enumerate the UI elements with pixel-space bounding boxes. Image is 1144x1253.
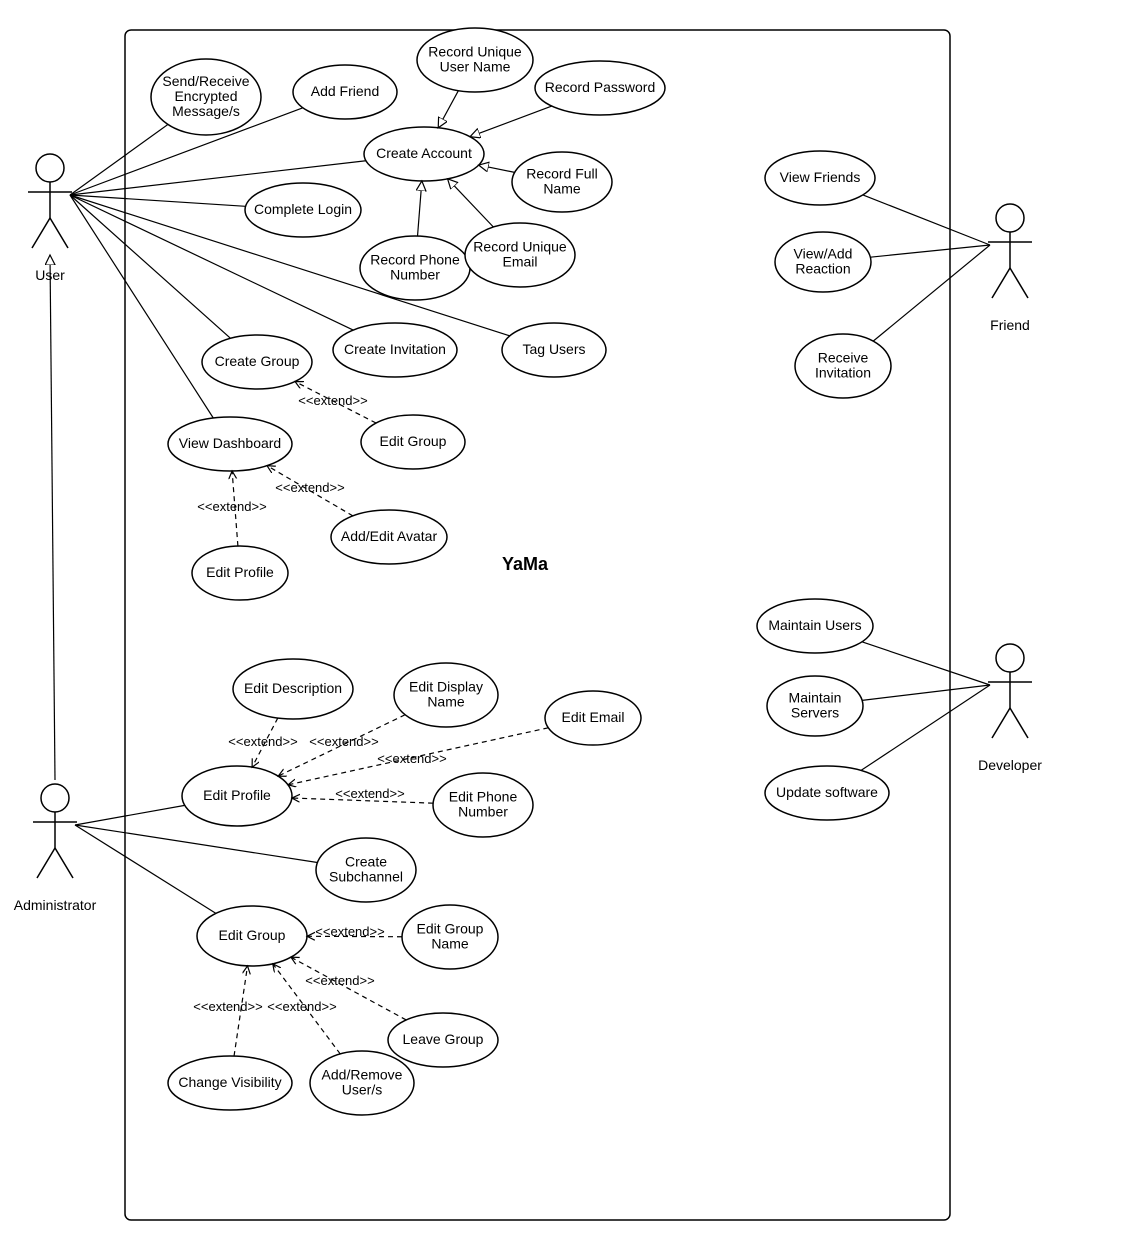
- svg-text:Edit Group: Edit Group: [380, 433, 447, 449]
- assoc-line: [70, 195, 231, 338]
- extend-label: <<extend>>: [193, 999, 262, 1014]
- assoc-line: [863, 195, 990, 245]
- svg-text:Edit Description: Edit Description: [244, 680, 342, 696]
- dependency: [479, 165, 515, 172]
- assoc-line: [75, 805, 185, 825]
- svg-text:Edit Email: Edit Email: [561, 709, 624, 725]
- extend-label: <<extend>>: [275, 480, 344, 495]
- svg-text:Leave Group: Leave Group: [403, 1031, 484, 1047]
- svg-text:Record Password: Record Password: [545, 79, 656, 95]
- assoc-line: [873, 245, 990, 341]
- svg-text:Developer: Developer: [978, 757, 1042, 773]
- assoc-line: [870, 245, 990, 257]
- svg-text:Update software: Update software: [776, 784, 878, 800]
- svg-text:Add Friend: Add Friend: [311, 83, 379, 99]
- dependency: [418, 181, 422, 236]
- svg-text:Change Visibility: Change Visibility: [178, 1074, 281, 1090]
- svg-text:Administrator: Administrator: [14, 897, 97, 913]
- svg-text:Edit Profile: Edit Profile: [203, 787, 271, 803]
- svg-text:Complete Login: Complete Login: [254, 201, 352, 217]
- system-title: YaMa: [502, 554, 549, 574]
- svg-text:Edit Group: Edit Group: [219, 927, 286, 943]
- svg-text:Record UniqueUser Name: Record UniqueUser Name: [428, 43, 522, 74]
- use-case-diagram: YaMa Send/ReceiveEncryptedMessage/s Add Fr…: [0, 0, 1144, 1253]
- svg-text:Maintain Users: Maintain Users: [768, 617, 861, 633]
- extend-label: <<extend>>: [228, 734, 297, 749]
- extend-label: <<extend>>: [335, 786, 404, 801]
- svg-text:Friend: Friend: [990, 317, 1030, 333]
- actor-developer: Developer: [978, 644, 1042, 773]
- dependency: [448, 179, 494, 227]
- extend-label: <<extend>>: [309, 734, 378, 749]
- extend-label: <<extend>>: [377, 751, 446, 766]
- svg-text:View/AddReaction: View/AddReaction: [794, 245, 853, 276]
- assoc-line: [75, 825, 317, 862]
- extend-label: <<extend>>: [197, 499, 266, 514]
- actor-admin: Administrator: [14, 784, 97, 913]
- svg-text:Create Invitation: Create Invitation: [344, 341, 446, 357]
- actor-friend: Friend: [988, 204, 1032, 333]
- assoc-line: [70, 124, 168, 195]
- svg-text:ReceiveInvitation: ReceiveInvitation: [815, 349, 871, 380]
- svg-text:Tag Users: Tag Users: [522, 341, 585, 357]
- assoc-line: [862, 642, 990, 685]
- generalization: [50, 255, 55, 780]
- dependency: [470, 106, 552, 137]
- extend-label: <<extend>>: [315, 924, 384, 939]
- svg-text:Edit PhoneNumber: Edit PhoneNumber: [449, 788, 518, 819]
- svg-text:Create Account: Create Account: [376, 145, 472, 161]
- svg-text:Add/Edit Avatar: Add/Edit Avatar: [341, 528, 438, 544]
- svg-text:Create Group: Create Group: [215, 353, 300, 369]
- assoc-line: [70, 195, 213, 418]
- svg-text:Send/ReceiveEncryptedMessage/s: Send/ReceiveEncryptedMessage/s: [162, 73, 249, 119]
- extend-label: <<extend>>: [298, 393, 367, 408]
- svg-text:View Dashboard: View Dashboard: [179, 435, 281, 451]
- extend-label: <<extend>>: [305, 973, 374, 988]
- assoc-line: [70, 195, 246, 206]
- extend-label: <<extend>>: [267, 999, 336, 1014]
- svg-text:Edit Profile: Edit Profile: [206, 564, 274, 580]
- svg-text:View Friends: View Friends: [780, 169, 861, 185]
- dependency: [438, 91, 458, 128]
- svg-text:MaintainServers: MaintainServers: [789, 689, 842, 720]
